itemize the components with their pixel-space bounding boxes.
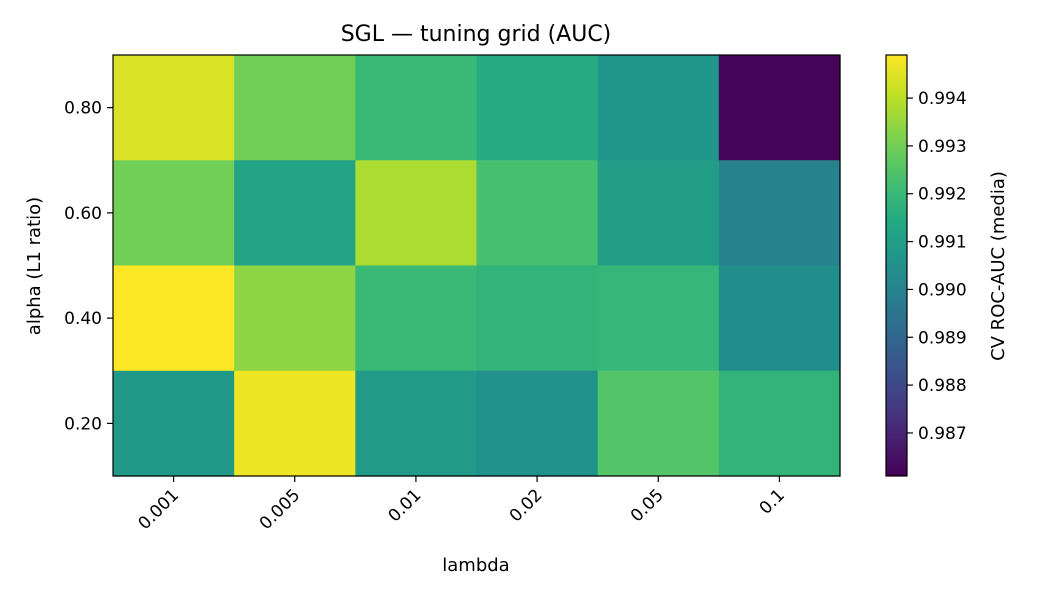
heatmap-cell xyxy=(113,55,235,161)
y-tick-label: 0.80 xyxy=(64,99,102,119)
heatmap-cell xyxy=(597,370,720,477)
heatmap-cell xyxy=(355,370,478,477)
x-tick-label: 0.001 xyxy=(135,485,184,534)
heatmap-cell xyxy=(234,55,356,161)
x-tick-label: 0.01 xyxy=(385,485,426,526)
heatmap-cell xyxy=(718,370,841,477)
colorbar-ticks: 0.987 0.988 0.989 0.990 0.991 0.992 0.993 0.994 xyxy=(907,89,967,444)
colorbar-tick-label: 0.990 xyxy=(918,280,967,300)
heatmap-cell xyxy=(476,370,599,477)
y-tick-label: 0.60 xyxy=(64,204,102,224)
heatmap-cell xyxy=(113,265,235,372)
heatmap-cell xyxy=(597,265,720,372)
x-tick-label: 0.02 xyxy=(506,485,547,526)
heatmap-cell xyxy=(476,160,599,267)
y-axis-title: alpha (L1 ratio) xyxy=(24,197,45,335)
heatmap-cell xyxy=(234,160,356,267)
colorbar-title: CV ROC-AUC (media) xyxy=(988,171,1009,361)
y-tick-label: 0.20 xyxy=(64,414,102,434)
heatmap-cell xyxy=(718,265,841,372)
heatmap-cell xyxy=(718,55,841,161)
heatmap-cell xyxy=(355,265,478,372)
heatmap-cell xyxy=(718,160,841,267)
heatmap-cell xyxy=(113,370,235,477)
colorbar-tick-label: 0.992 xyxy=(918,185,967,205)
heatmap-cell xyxy=(355,55,478,161)
y-axis: 0.80 0.60 0.40 0.20 xyxy=(64,99,113,434)
heatmap-cell xyxy=(234,265,356,372)
heatmap-cells xyxy=(113,55,841,477)
heatmap-cell xyxy=(234,370,356,477)
colorbar-tick-label: 0.994 xyxy=(918,89,967,109)
plot-frame xyxy=(112,54,841,477)
chart-title: SGL — tuning grid (AUC) xyxy=(341,22,612,47)
x-tick-label: 0.05 xyxy=(627,485,668,526)
colorbar-tick-label: 0.993 xyxy=(918,137,967,157)
colorbar-tick-label: 0.991 xyxy=(918,233,967,253)
heatmap-cell xyxy=(476,265,599,372)
y-tick-label: 0.40 xyxy=(64,309,102,329)
x-tick-label: 0.1 xyxy=(756,485,789,518)
heatmap-cell xyxy=(355,160,478,267)
colorbar-tick-label: 0.989 xyxy=(918,328,967,348)
heatmap-cell xyxy=(597,160,720,267)
x-tick-label: 0.005 xyxy=(256,485,305,534)
heatmap-cell xyxy=(113,160,235,267)
x-axis: 0.001 0.005 0.01 0.02 0.05 0.1 xyxy=(135,476,789,534)
colorbar-tick-label: 0.988 xyxy=(918,376,967,396)
x-axis-title: lambda xyxy=(442,555,509,576)
heatmap-cell xyxy=(597,55,720,161)
colorbar-tick-label: 0.987 xyxy=(918,424,967,444)
heatmap-cell xyxy=(476,55,599,161)
colorbar xyxy=(885,54,908,477)
